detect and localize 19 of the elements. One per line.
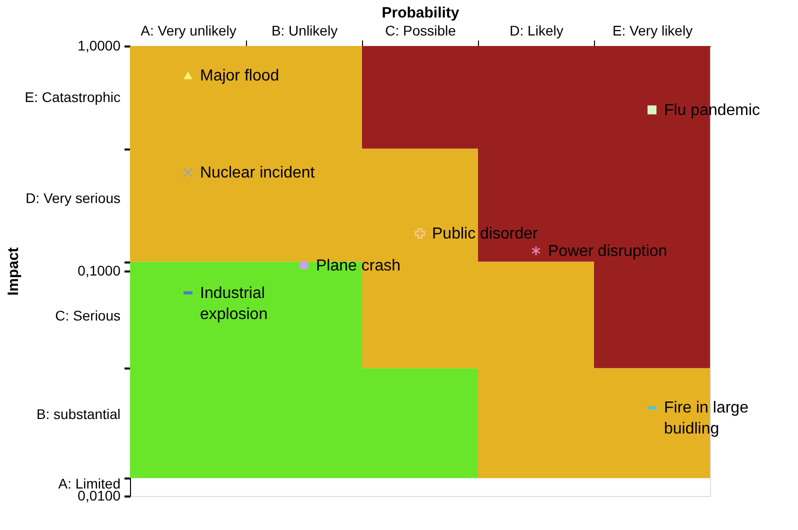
y-tick-label: C: Serious <box>55 308 120 324</box>
y-tick-label: B: substantial <box>36 406 120 422</box>
x-tick-label: A: Very unlikely <box>140 22 236 38</box>
y-tick-label: E: Catastrophic <box>24 89 120 106</box>
series-label: Major flood <box>200 67 280 84</box>
x-tick-label: C: Possible <box>385 22 456 38</box>
y-tick-label: 1,0000 <box>78 38 121 54</box>
series-label: Public disorder <box>432 225 538 242</box>
y-tick-label: 0,1000 <box>78 262 121 278</box>
series-label: Plane crash <box>316 257 400 274</box>
series-label: Industrial explosion <box>200 284 268 323</box>
series-label: Power disruption <box>548 242 668 260</box>
y-tick-label: D: Very serious <box>26 190 120 206</box>
series-label: Nuclear incident <box>200 164 316 182</box>
x-tick-label: D: Likely <box>510 22 564 38</box>
y-axis-title: Impact <box>4 247 22 296</box>
x-axis-title: Probability <box>382 4 460 22</box>
x-tick-label: B: Unlikely <box>271 22 338 38</box>
x-tick-label: E: Very likely <box>612 22 693 38</box>
